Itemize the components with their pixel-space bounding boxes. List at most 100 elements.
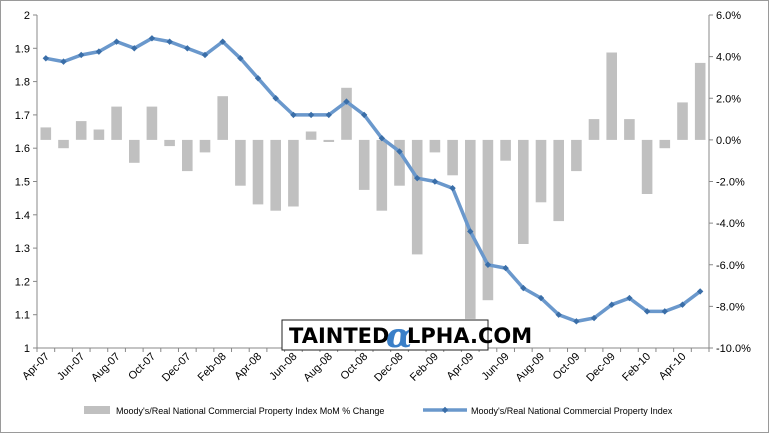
x-tick-label: Aug-08 <box>301 351 335 385</box>
x-tick-label: Jun-07 <box>55 351 87 383</box>
watermark-logo: TAINTED α LPHA.COM <box>281 316 532 356</box>
bar-mark <box>694 62 706 140</box>
bar-mark <box>376 139 388 211</box>
right-tick-label: -10.0% <box>716 343 751 355</box>
bar-mark <box>429 139 441 153</box>
index-point <box>396 148 403 155</box>
right-tick-label: -2.0% <box>716 177 745 189</box>
left-tick-label: 1.4 <box>15 210 30 222</box>
index-point <box>573 318 580 325</box>
x-tick-label: Apr-07 <box>20 351 52 383</box>
index-point <box>679 301 686 308</box>
index-point <box>307 111 315 119</box>
legend: Moody's/Real National Commercial Propert… <box>84 406 673 416</box>
x-tick-label: Dec-09 <box>584 351 618 385</box>
index-point <box>449 184 456 192</box>
index-point <box>60 58 67 65</box>
legend-bar-label: Moody's/Real National Commercial Propert… <box>116 406 384 416</box>
index-point <box>467 228 474 235</box>
x-tick-label: Apr-08 <box>232 351 264 383</box>
index-point <box>661 308 668 315</box>
left-tick-label: 1.7 <box>15 110 30 122</box>
index-point <box>131 45 138 52</box>
x-tick-label: Feb-08 <box>196 351 229 384</box>
bar-mark <box>553 139 564 222</box>
bar-mark <box>535 139 547 203</box>
bar-mark <box>571 139 582 172</box>
x-tick-label: Apr-09 <box>445 351 477 383</box>
index-line <box>44 36 702 324</box>
bar-mark <box>641 139 653 194</box>
bar-mark <box>447 139 458 176</box>
bar-mark <box>358 139 370 190</box>
x-tick-label: Oct-07 <box>126 351 158 383</box>
index-point <box>608 301 615 308</box>
bar-mark <box>217 96 228 140</box>
watermark-suffix: LPHA.COM <box>407 324 532 348</box>
index-point <box>219 38 226 45</box>
index-point <box>520 284 527 292</box>
right-tick-label: 6.0% <box>716 10 741 22</box>
bar-mark <box>659 139 671 149</box>
bar-mark <box>500 139 511 161</box>
left-tick-label: 1.2 <box>15 276 30 288</box>
bar-mark <box>93 129 105 140</box>
left-tick-label: 1.9 <box>15 43 30 55</box>
index-point <box>78 51 85 59</box>
bar-mark <box>518 139 529 244</box>
x-tick-label: Aug-07 <box>89 351 123 385</box>
bar-mark <box>235 139 246 186</box>
bar-mark <box>677 102 688 140</box>
index-point <box>484 261 492 268</box>
index-point <box>237 55 244 62</box>
left-tick-label: 1 <box>24 343 30 355</box>
bar-mark <box>182 139 193 172</box>
index-point <box>201 51 209 59</box>
watermark-alpha: α <box>386 316 412 356</box>
index-point <box>42 55 50 62</box>
bar-mark <box>129 139 140 163</box>
line-layer <box>42 35 704 325</box>
index-point <box>325 111 332 119</box>
bar-mark <box>199 139 211 153</box>
left-tick-label: 2 <box>24 10 30 22</box>
index-point <box>555 311 562 318</box>
bar-mark <box>323 139 335 142</box>
index-point <box>95 48 103 55</box>
bar-mark <box>624 119 635 140</box>
index-point <box>502 264 509 272</box>
bar-mark <box>40 127 52 140</box>
index-point <box>113 38 120 45</box>
right-tick-label: 2.0% <box>716 93 741 105</box>
index-point <box>431 178 439 185</box>
index-point <box>184 45 191 52</box>
index-point <box>148 35 156 42</box>
bar-mark <box>482 139 494 301</box>
x-tick-label: Dec-07 <box>160 351 194 385</box>
x-tick-label: Jun-09 <box>479 351 511 383</box>
bar-mark <box>252 139 264 205</box>
bar-mark <box>588 119 600 140</box>
bar-mark <box>270 139 281 211</box>
index-point <box>626 294 633 302</box>
right-tick-label: -8.0% <box>716 301 745 313</box>
left-tick-label: 1.3 <box>15 243 30 255</box>
bar-mark <box>288 139 299 207</box>
bars-layer <box>40 52 706 319</box>
index-point <box>590 314 598 322</box>
bar-mark <box>146 106 158 140</box>
index-point <box>643 308 651 315</box>
x-tick-label: Feb-10 <box>620 351 653 384</box>
index-point <box>414 174 421 182</box>
bar-mark <box>111 106 122 140</box>
bar-mark <box>164 139 175 147</box>
x-tick-label: Feb-09 <box>408 351 441 384</box>
bar-mark <box>75 121 87 140</box>
bar-mark <box>58 139 69 149</box>
x-tick-label: Jun-08 <box>267 351 299 383</box>
bar-mark <box>411 139 423 255</box>
x-tick-label: Oct-08 <box>338 351 370 383</box>
right-tick-label: 0.0% <box>716 135 741 147</box>
index-point <box>696 288 704 295</box>
